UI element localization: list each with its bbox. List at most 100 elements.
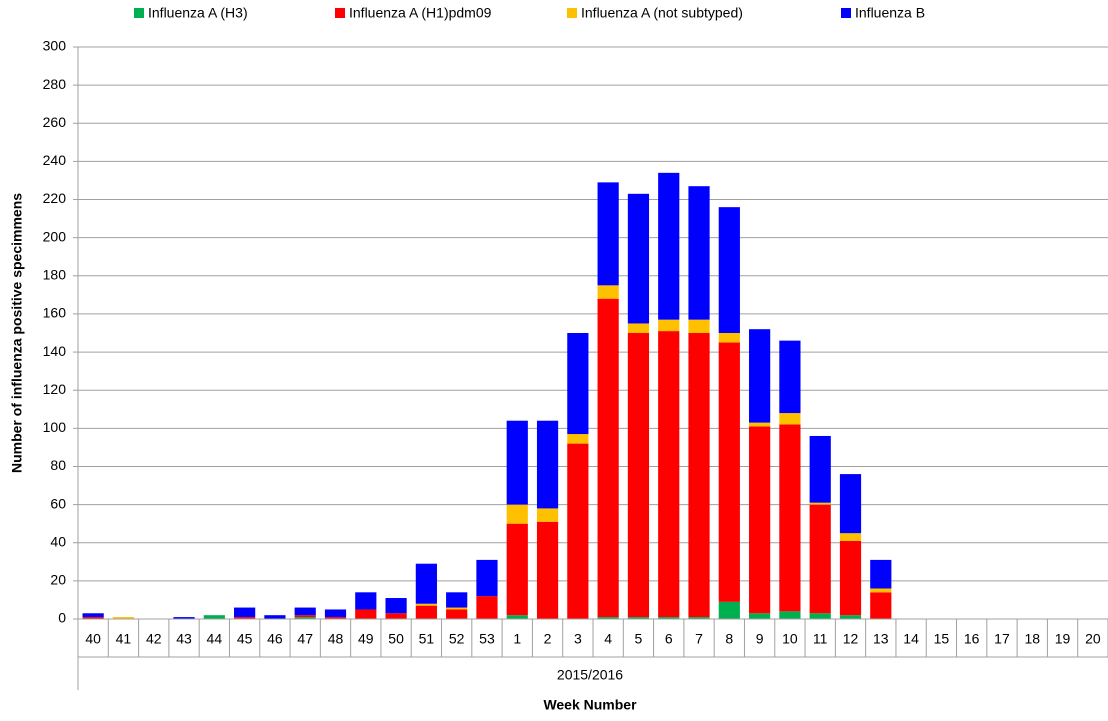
x-tick-label: 3 <box>574 631 582 647</box>
legend-swatch <box>841 8 851 18</box>
bar-segment <box>294 607 316 616</box>
bar-segment <box>234 607 256 618</box>
x-tick-label: 47 <box>297 631 313 647</box>
y-tick-label: 220 <box>43 190 67 206</box>
bar-segment <box>112 617 135 619</box>
y-tick-label: 200 <box>43 228 67 244</box>
x-tick-label: 9 <box>756 631 764 647</box>
x-tick-label: 12 <box>843 631 859 647</box>
bar-segment <box>749 426 771 614</box>
bar-segment <box>749 329 771 423</box>
bar-segment <box>839 533 862 541</box>
bar-segment <box>839 474 862 534</box>
bar-segment <box>355 592 377 610</box>
bar-segment <box>870 588 892 593</box>
bar-segment <box>688 319 710 333</box>
x-tick-label: 43 <box>176 631 192 647</box>
bar-segment <box>809 504 831 614</box>
bar-segment <box>82 617 104 619</box>
y-tick-label: 300 <box>43 38 67 54</box>
bar-segment <box>203 615 225 619</box>
bar-segment <box>173 617 195 619</box>
x-tick-label: 45 <box>237 631 253 647</box>
x-group-label: 2015/2016 <box>557 667 623 683</box>
bar-segment <box>809 502 831 505</box>
legend-swatch <box>134 8 144 18</box>
bar-segment <box>688 617 710 619</box>
bar-segment <box>385 613 407 619</box>
bar-segment <box>355 609 377 619</box>
bar-segment <box>385 598 407 614</box>
bar-segment <box>597 285 619 299</box>
x-tick-label: 16 <box>964 631 980 647</box>
bar-segment <box>809 613 831 619</box>
bar-segment <box>506 420 528 505</box>
bar-segment <box>597 617 619 619</box>
x-tick-label: 41 <box>116 631 132 647</box>
x-tick-label: 6 <box>665 631 673 647</box>
bar-segment <box>627 617 650 619</box>
bar-segment <box>839 615 862 619</box>
y-tick-label: 180 <box>43 267 67 283</box>
x-tick-label: 1 <box>513 631 521 647</box>
bar-segment <box>718 342 740 602</box>
bar-segment <box>779 413 801 425</box>
bar-segment <box>688 333 710 618</box>
bar-segment <box>779 424 801 612</box>
legend-swatch <box>335 8 345 18</box>
x-tick-label: 8 <box>725 631 733 647</box>
y-tick-label: 260 <box>43 114 67 130</box>
bar-segment <box>415 605 437 619</box>
bar-segment <box>476 596 498 619</box>
bar-segment <box>234 617 256 619</box>
x-tick-label: 44 <box>207 631 223 647</box>
bar-segment <box>506 523 528 616</box>
bar-segment <box>264 615 286 619</box>
bar-segment <box>870 592 892 619</box>
bar-segment <box>446 609 468 619</box>
bar-segment <box>567 333 589 435</box>
x-tick-label: 40 <box>85 631 101 647</box>
x-tick-label: 46 <box>267 631 283 647</box>
bar-segment <box>779 611 801 619</box>
bar-segment <box>415 603 437 606</box>
x-tick-label: 13 <box>873 631 889 647</box>
bar-segment <box>446 592 468 608</box>
legend-label: Influenza A (H3) <box>148 5 248 21</box>
x-tick-label: 19 <box>1055 631 1071 647</box>
x-tick-label: 2 <box>544 631 552 647</box>
y-tick-label: 140 <box>43 343 67 359</box>
y-tick-label: 280 <box>43 76 67 92</box>
bar-segment <box>536 521 559 619</box>
bar-segment <box>718 207 740 333</box>
y-tick-label: 20 <box>50 572 66 588</box>
bar-segment <box>536 508 559 522</box>
y-tick-label: 100 <box>43 419 67 435</box>
bar-segment <box>294 617 316 619</box>
x-tick-label: 50 <box>388 631 404 647</box>
x-tick-label: 4 <box>604 631 612 647</box>
bar-segment <box>809 435 831 503</box>
x-tick-label: 48 <box>328 631 344 647</box>
y-tick-label: 0 <box>58 610 66 626</box>
bar-segment <box>688 186 710 320</box>
x-tick-label: 15 <box>934 631 950 647</box>
x-tick-label: 42 <box>146 631 162 647</box>
y-tick-label: 80 <box>50 457 66 473</box>
bar-segment <box>749 422 771 427</box>
x-tick-label: 51 <box>419 631 435 647</box>
bar-segment <box>658 319 680 332</box>
y-tick-label: 60 <box>50 495 66 511</box>
x-tick-label: 11 <box>813 631 828 647</box>
bar-segment <box>567 443 589 619</box>
y-tick-label: 40 <box>50 533 66 549</box>
x-tick-label: 52 <box>449 631 465 647</box>
x-tick-label: 18 <box>1024 631 1040 647</box>
bar-segment <box>718 601 740 619</box>
bar-segment <box>839 540 862 616</box>
bar-segment <box>658 331 680 618</box>
bar-segment <box>324 617 347 619</box>
bar-segment <box>870 559 892 589</box>
y-tick-label: 120 <box>43 381 67 397</box>
bar-segment <box>627 323 650 333</box>
